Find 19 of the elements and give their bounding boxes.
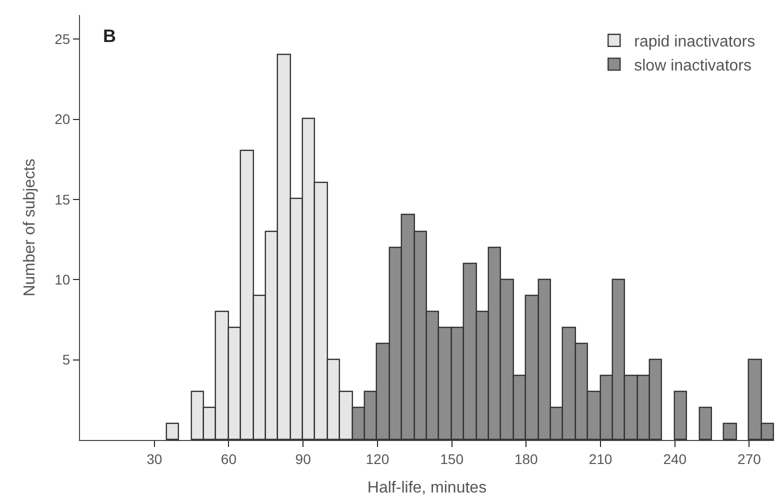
y-axis-title: Number of subjects xyxy=(22,158,39,296)
y-tick-label: 15 xyxy=(54,191,70,208)
legend-label: slow inactivators xyxy=(634,57,752,74)
legend-label: rapid inactivators xyxy=(634,34,756,51)
x-tick-label: 60 xyxy=(220,450,237,467)
x-tick-label: 90 xyxy=(295,450,312,467)
x-tick-label: 240 xyxy=(663,450,687,467)
y-tick-label: 5 xyxy=(62,352,70,368)
x-tick-label: 270 xyxy=(738,450,762,467)
y-tick-label: 25 xyxy=(54,30,70,47)
y-tick-label: 10 xyxy=(54,272,70,288)
annotation: B xyxy=(103,26,116,46)
x-axis-title: Half-life, minutes xyxy=(367,480,487,496)
x-tick-label: 150 xyxy=(440,450,464,467)
x-tick-label: 30 xyxy=(146,450,162,467)
x-tick-label: 180 xyxy=(514,450,538,467)
x-tick-label: 210 xyxy=(588,450,612,467)
x-tick-label: 120 xyxy=(366,450,390,467)
y-tick-label: 20 xyxy=(54,111,70,128)
